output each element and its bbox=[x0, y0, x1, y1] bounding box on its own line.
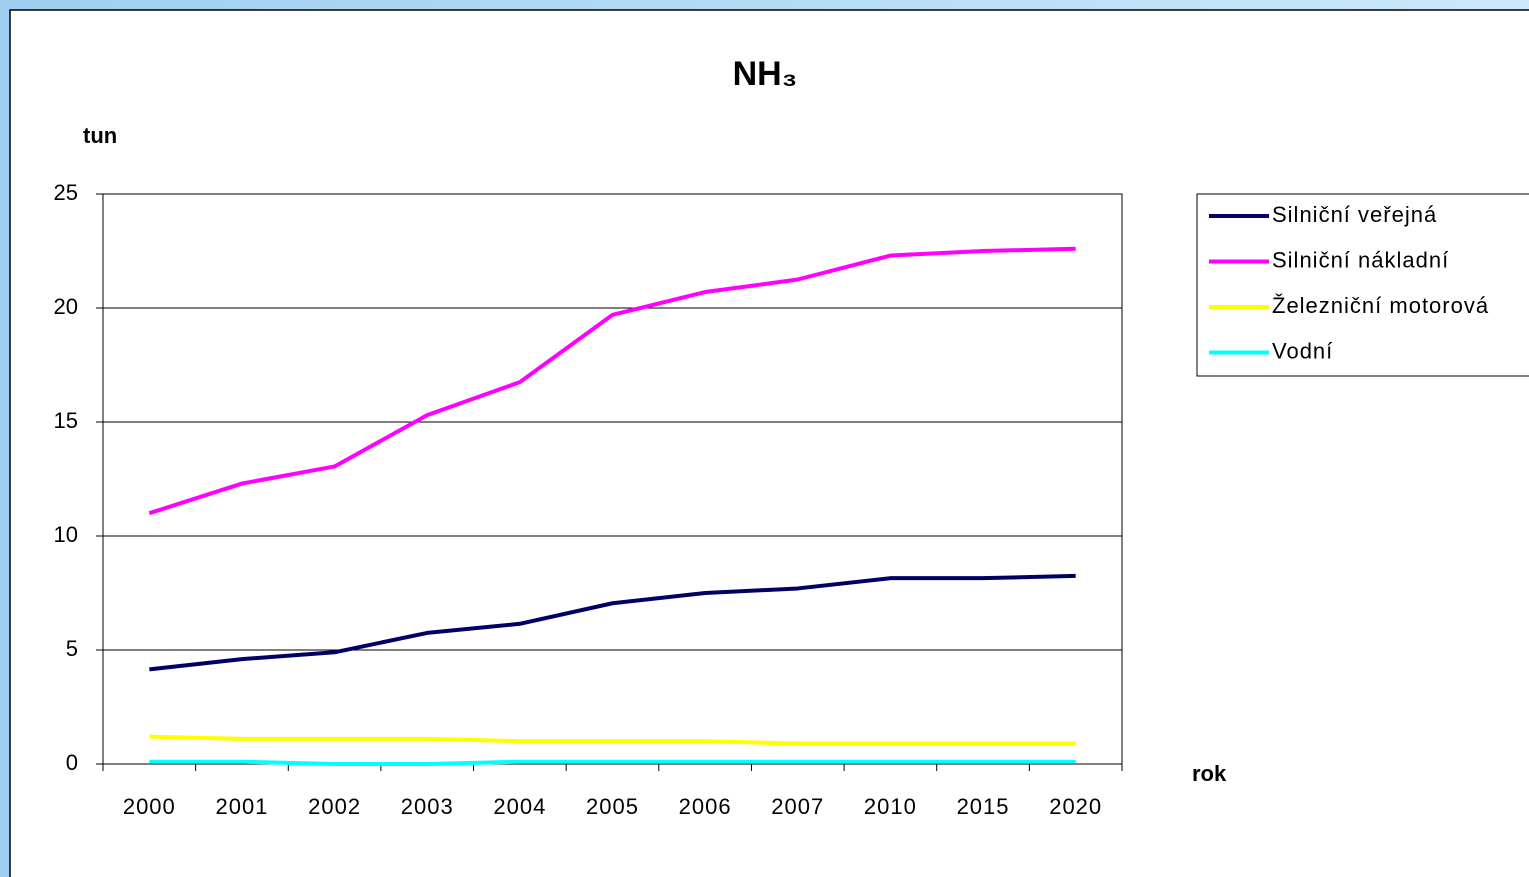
x-tick-label: 2007 bbox=[771, 794, 824, 819]
y-tick-label: 0 bbox=[66, 750, 78, 775]
legend-label: Vodní bbox=[1272, 338, 1333, 363]
x-tick-label: 2010 bbox=[864, 794, 917, 819]
chart-title: NH₃ bbox=[733, 55, 798, 93]
x-tick-label: 2001 bbox=[215, 794, 268, 819]
x-tick-label: 2005 bbox=[586, 794, 639, 819]
legend-box bbox=[1196, 193, 1529, 377]
x-tick-label: 2003 bbox=[401, 794, 454, 819]
x-tick-label: 2004 bbox=[493, 794, 546, 819]
series-line bbox=[149, 573, 1076, 672]
series-line bbox=[149, 734, 1076, 746]
y-tick-label: 20 bbox=[54, 294, 78, 319]
legend-label: Silniční nákladní bbox=[1272, 247, 1449, 272]
x-tick-label: 2006 bbox=[679, 794, 732, 819]
y-tick-label: 15 bbox=[54, 408, 78, 433]
chart-area bbox=[9, 9, 1529, 877]
series-line bbox=[149, 759, 1076, 766]
y-tick-label: 10 bbox=[54, 522, 78, 547]
y-axis-label: tun bbox=[83, 123, 117, 148]
x-tick-label: 2015 bbox=[957, 794, 1010, 819]
x-tick-label: 2000 bbox=[123, 794, 176, 819]
x-tick-label: 2002 bbox=[308, 794, 361, 819]
y-tick-label: 5 bbox=[66, 636, 78, 661]
legend-label: Silniční veřejná bbox=[1272, 202, 1437, 227]
x-tick-label: 2020 bbox=[1049, 794, 1102, 819]
legend-label: Železniční motorová bbox=[1272, 293, 1489, 318]
y-tick-label: 25 bbox=[54, 180, 78, 205]
x-axis-label: rok bbox=[1192, 761, 1227, 786]
series-line bbox=[148, 246, 1076, 516]
